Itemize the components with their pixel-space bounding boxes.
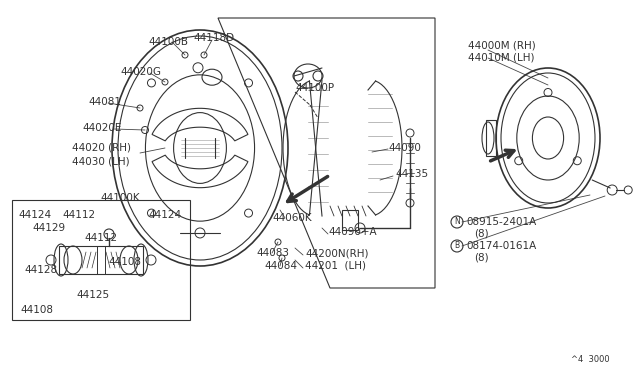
Text: 44124: 44124: [148, 210, 181, 220]
Text: 44081: 44081: [88, 97, 121, 107]
Text: ^4  3000: ^4 3000: [572, 356, 610, 365]
Text: 44128: 44128: [24, 265, 57, 275]
Text: 44030 (LH): 44030 (LH): [72, 156, 130, 166]
Text: 44118D: 44118D: [193, 33, 234, 43]
Text: 44124: 44124: [18, 210, 51, 220]
Bar: [12, 200, 190, 320]
Text: (8): (8): [474, 229, 488, 239]
Text: 44000M (RH): 44000M (RH): [468, 40, 536, 50]
Text: B: B: [454, 241, 460, 250]
Text: 08915-2401A: 08915-2401A: [466, 217, 536, 227]
Text: 44108: 44108: [108, 257, 141, 267]
Text: 44020G: 44020G: [120, 67, 161, 77]
Text: 44100K: 44100K: [100, 193, 140, 203]
Text: 44108: 44108: [20, 305, 53, 315]
Text: 44090: 44090: [388, 143, 421, 153]
Bar: [342, 210, 358, 230]
Text: 44090+A: 44090+A: [328, 227, 376, 237]
Text: 44100B: 44100B: [148, 37, 188, 47]
Bar: [59, 246, 143, 274]
Text: 44129: 44129: [32, 223, 65, 233]
Text: 44020E: 44020E: [82, 123, 122, 133]
Text: 44135: 44135: [395, 169, 428, 179]
Text: 44100P: 44100P: [295, 83, 334, 93]
Text: 44084: 44084: [264, 261, 297, 271]
Text: 08174-0161A: 08174-0161A: [466, 241, 536, 251]
Text: 44020 (RH): 44020 (RH): [72, 143, 131, 153]
Text: 44060K: 44060K: [272, 213, 312, 223]
Text: 44112: 44112: [84, 233, 117, 243]
Text: 44125: 44125: [76, 290, 109, 300]
Bar: [97, 246, 105, 274]
Text: 44200N(RH): 44200N(RH): [305, 248, 369, 258]
Text: N: N: [454, 218, 460, 227]
Text: 44010M (LH): 44010M (LH): [468, 53, 534, 63]
Text: 44083: 44083: [256, 248, 289, 258]
Text: 44112: 44112: [62, 210, 95, 220]
Text: (8): (8): [474, 253, 488, 263]
Text: 44201  (LH): 44201 (LH): [305, 261, 366, 271]
